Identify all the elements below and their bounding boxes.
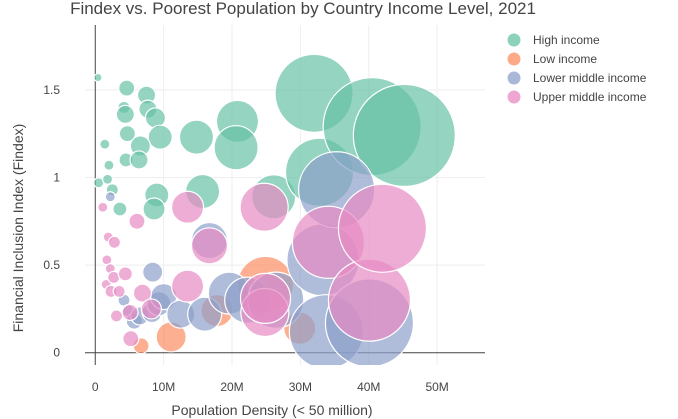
x-tick-label: 30M bbox=[289, 380, 312, 394]
bubble[interactable] bbox=[103, 159, 115, 171]
legend-item[interactable]: High income bbox=[506, 32, 600, 48]
legend-item[interactable]: Upper middle income bbox=[506, 89, 647, 105]
bubble[interactable] bbox=[132, 283, 153, 303]
bubble[interactable] bbox=[112, 201, 128, 217]
tick-labels: 0 10M 20M 30M 40M 50M 0 0.5 1 1.5 bbox=[43, 83, 449, 394]
bubble[interactable] bbox=[93, 72, 103, 83]
bubble[interactable] bbox=[239, 182, 289, 232]
bubble[interactable] bbox=[327, 258, 412, 342]
y-tick-label: 0 bbox=[53, 346, 60, 360]
legend-marker bbox=[506, 32, 522, 48]
bubble[interactable] bbox=[101, 173, 114, 185]
y-tick-label: 1.5 bbox=[43, 83, 60, 97]
bubble[interactable] bbox=[109, 309, 124, 323]
bubble[interactable] bbox=[178, 119, 215, 155]
bubble[interactable] bbox=[117, 266, 133, 282]
legend-marker bbox=[506, 89, 522, 105]
bubble[interactable] bbox=[122, 330, 140, 348]
bubble[interactable] bbox=[239, 272, 292, 325]
bubble[interactable] bbox=[121, 303, 139, 322]
bubble[interactable] bbox=[107, 235, 122, 249]
bubble-layer bbox=[93, 53, 456, 365]
legend-marker bbox=[506, 51, 522, 67]
x-tick-label: 20M bbox=[220, 380, 243, 394]
chart-title: Findex vs. Poorest Population by Country… bbox=[70, 0, 536, 18]
bubble[interactable] bbox=[118, 125, 136, 143]
y-tick-label: 0.5 bbox=[43, 258, 60, 272]
y-tick-label: 1 bbox=[53, 170, 60, 184]
bubble[interactable] bbox=[213, 125, 259, 171]
bubble[interactable] bbox=[142, 261, 164, 283]
x-tick-label: 0 bbox=[92, 380, 99, 394]
bubble[interactable] bbox=[129, 150, 149, 170]
series-upper-middle-income bbox=[97, 182, 428, 348]
bubble[interactable] bbox=[170, 190, 205, 224]
x-axis-title: Population Density (< 50 million) bbox=[171, 402, 372, 418]
bubble[interactable] bbox=[147, 124, 173, 150]
bubble[interactable] bbox=[128, 212, 146, 230]
bubble[interactable] bbox=[140, 298, 162, 320]
x-tick-label: 50M bbox=[425, 380, 448, 394]
bubble[interactable] bbox=[142, 197, 166, 221]
bubble[interactable] bbox=[115, 104, 135, 124]
legend-label: High income bbox=[533, 33, 600, 47]
bubble[interactable] bbox=[104, 191, 116, 203]
legend-marker bbox=[506, 70, 522, 86]
axis-lines bbox=[85, 25, 485, 365]
bubble[interactable] bbox=[99, 138, 111, 150]
x-tick-label: 40M bbox=[357, 380, 380, 394]
x-tick-label: 10M bbox=[152, 380, 175, 394]
legend-label: Lower middle income bbox=[533, 71, 647, 85]
bubble[interactable] bbox=[112, 284, 126, 298]
bubble[interactable] bbox=[97, 201, 109, 213]
bubble[interactable] bbox=[190, 227, 229, 265]
y-axis-title: Financial Inclusion Index (Findex) bbox=[10, 124, 26, 333]
legend[interactable]: High income Low income Lower middle income… bbox=[506, 32, 647, 105]
legend-label: Low income bbox=[533, 52, 597, 66]
bubble[interactable] bbox=[170, 269, 205, 303]
legend-label: Upper middle income bbox=[533, 90, 647, 104]
legend-item[interactable]: Low income bbox=[506, 51, 597, 67]
bubble[interactable] bbox=[352, 83, 456, 188]
bubble[interactable] bbox=[337, 183, 428, 273]
legend-item[interactable]: Lower middle income bbox=[506, 70, 647, 86]
bubble[interactable] bbox=[118, 79, 136, 97]
